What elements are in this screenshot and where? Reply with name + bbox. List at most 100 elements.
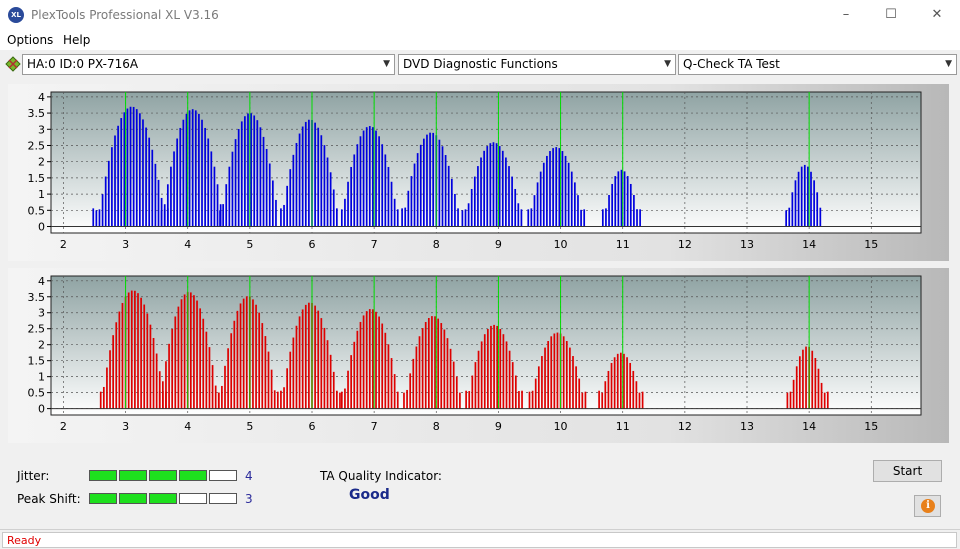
y-tick-label: 2.5 bbox=[28, 323, 46, 336]
menu-options[interactable]: Options bbox=[7, 33, 54, 47]
x-tick-label: 3 bbox=[122, 420, 129, 433]
data-bar bbox=[320, 318, 323, 409]
data-bar bbox=[213, 166, 216, 227]
data-bar bbox=[304, 304, 307, 409]
data-bar bbox=[202, 318, 205, 409]
menu-help[interactable]: Help bbox=[63, 33, 91, 47]
data-bar bbox=[336, 390, 338, 409]
data-bar bbox=[817, 368, 820, 409]
x-tick-label: 6 bbox=[309, 420, 316, 433]
data-bar bbox=[607, 370, 610, 409]
test-select[interactable]: Q-Check TA Test ▼ bbox=[678, 54, 957, 75]
data-bar bbox=[629, 183, 632, 227]
y-tick-label: 3 bbox=[38, 307, 45, 320]
data-bar bbox=[423, 138, 425, 227]
x-tick-label: 15 bbox=[864, 420, 878, 433]
function-select[interactable]: DVD Diagnostic Functions ▼ bbox=[398, 54, 676, 75]
data-bar bbox=[486, 146, 489, 227]
y-tick-label: 0 bbox=[38, 403, 45, 416]
chevron-down-icon: ▼ bbox=[664, 59, 671, 69]
data-bar bbox=[289, 169, 292, 227]
data-bar bbox=[308, 119, 310, 227]
data-bar bbox=[811, 350, 814, 409]
data-bar bbox=[633, 195, 635, 227]
data-bar bbox=[109, 350, 111, 409]
data-bar bbox=[143, 304, 146, 409]
drive-select[interactable]: HA:0 ID:0 PX-716A ▼ bbox=[22, 54, 395, 75]
data-bar bbox=[368, 309, 371, 409]
data-bar bbox=[253, 115, 256, 227]
data-bar bbox=[788, 207, 791, 227]
data-bar bbox=[501, 150, 504, 227]
data-bar bbox=[598, 390, 600, 409]
data-bar bbox=[286, 368, 288, 409]
data-bar bbox=[157, 179, 160, 227]
data-bar bbox=[375, 311, 377, 409]
drive-select-value: HA:0 ID:0 PX-716A bbox=[27, 57, 139, 71]
data-bar bbox=[410, 176, 413, 227]
minimize-button[interactable]: – bbox=[842, 7, 850, 22]
data-bar bbox=[511, 176, 513, 227]
info-icon: i bbox=[921, 499, 935, 513]
info-button[interactable]: i bbox=[914, 495, 941, 517]
status-box: Ready bbox=[2, 532, 957, 548]
data-bar bbox=[396, 391, 399, 409]
y-tick-label: 2 bbox=[38, 156, 45, 169]
meter-segment bbox=[209, 470, 237, 481]
data-bar bbox=[419, 144, 422, 227]
data-bar bbox=[339, 392, 341, 409]
maximize-button[interactable]: ☐ bbox=[885, 7, 897, 22]
data-bar bbox=[332, 189, 335, 227]
start-button[interactable]: Start bbox=[873, 460, 942, 482]
data-bar bbox=[454, 193, 456, 227]
data-bar bbox=[480, 341, 483, 409]
data-bar bbox=[139, 113, 141, 227]
data-bar bbox=[353, 154, 356, 227]
data-bar bbox=[214, 385, 217, 409]
data-bar bbox=[127, 292, 130, 409]
meter-segment bbox=[89, 493, 117, 504]
data-bar bbox=[350, 355, 353, 409]
x-tick-label: 10 bbox=[554, 238, 568, 251]
data-bar bbox=[803, 164, 806, 227]
data-bar bbox=[384, 332, 387, 409]
data-bar bbox=[426, 134, 428, 227]
data-bar bbox=[502, 334, 505, 409]
data-bar bbox=[106, 367, 108, 409]
data-bar bbox=[446, 338, 449, 409]
close-button[interactable]: ✕ bbox=[931, 7, 943, 22]
data-bar bbox=[301, 309, 304, 409]
data-bar bbox=[629, 362, 632, 409]
data-bar bbox=[196, 300, 198, 409]
chart-panel-top: 0 0.5 1 1.5 2 2.5 3 3.5 4 2 3 4 5 6 7 8 9 10 11 12 13 14 15 bbox=[8, 84, 949, 261]
data-bar bbox=[608, 195, 610, 227]
data-bar bbox=[802, 349, 804, 409]
data-bar bbox=[378, 316, 380, 409]
data-bar bbox=[457, 208, 459, 227]
y-tick-label: 3 bbox=[38, 123, 45, 136]
data-bar bbox=[292, 154, 295, 227]
data-bar bbox=[258, 312, 261, 409]
data-bar bbox=[558, 148, 561, 227]
y-tick-label: 1 bbox=[38, 371, 45, 384]
data-bar bbox=[163, 204, 166, 227]
data-bar bbox=[347, 370, 349, 409]
y-tick-label: 2.5 bbox=[28, 139, 46, 152]
test-select-value: Q-Check TA Test bbox=[683, 57, 780, 71]
data-bar bbox=[132, 106, 135, 227]
data-bar bbox=[471, 375, 474, 409]
data-bar bbox=[483, 334, 486, 409]
data-bar bbox=[569, 347, 571, 409]
data-bar bbox=[555, 147, 558, 227]
data-bar bbox=[317, 127, 320, 227]
data-bar bbox=[403, 392, 405, 409]
data-bar bbox=[412, 358, 415, 409]
data-bar bbox=[211, 365, 214, 409]
data-bar bbox=[639, 209, 641, 227]
data-bar bbox=[819, 207, 822, 227]
data-bar bbox=[424, 321, 427, 409]
y-tick-label: 0.5 bbox=[28, 204, 46, 217]
data-bar bbox=[270, 369, 273, 409]
data-bar bbox=[219, 210, 221, 227]
data-bar bbox=[193, 295, 195, 409]
